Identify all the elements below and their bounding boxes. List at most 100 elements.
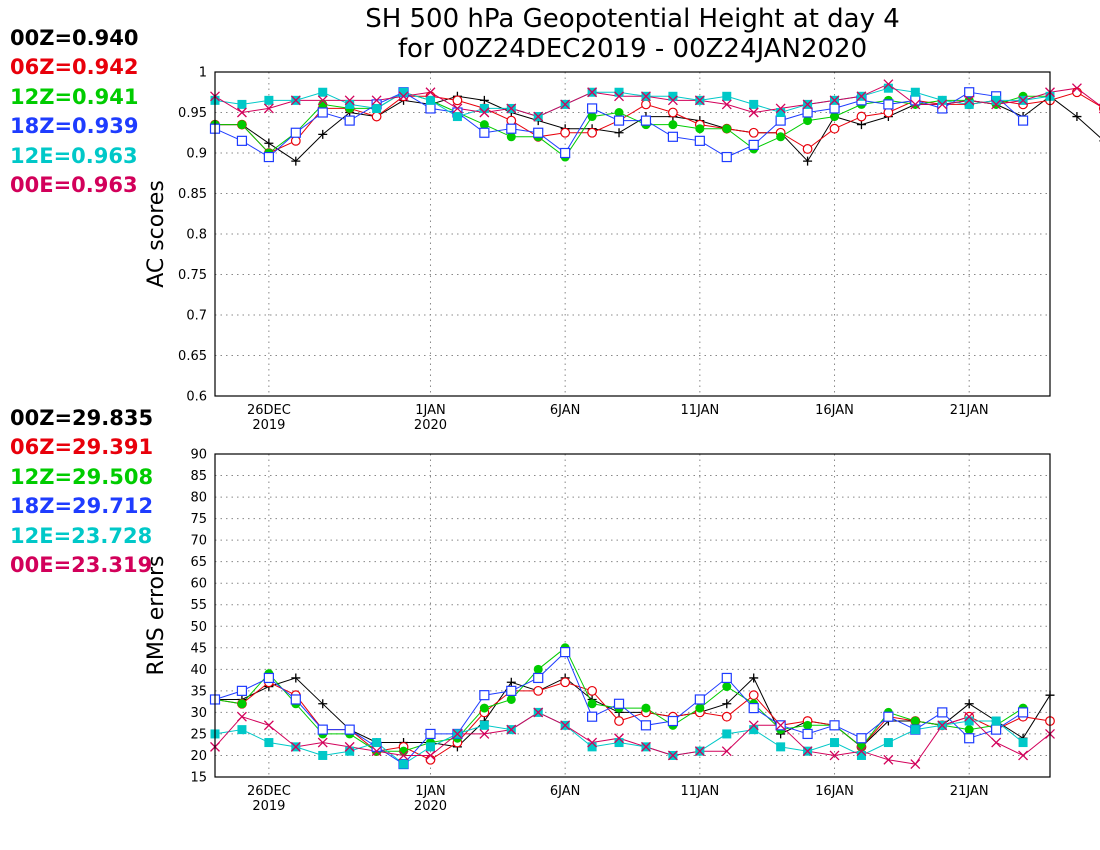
- data-point-06z: [829, 123, 840, 134]
- data-point-00e: [694, 746, 705, 757]
- data-point-00e: [775, 103, 786, 114]
- y-tick-label: 75: [190, 512, 207, 527]
- data-point-18z: [964, 87, 975, 98]
- data-point-18z: [425, 728, 436, 740]
- data-point-00z: [318, 129, 328, 139]
- data-point-18z: [667, 715, 679, 727]
- data-point-00z: [291, 156, 301, 166]
- legend-entry-12z: 12Z=0.941: [10, 84, 139, 109]
- data-point-12e: [830, 738, 840, 748]
- x-tick-label: 21JAN: [950, 784, 989, 799]
- data-point-18z: [560, 147, 571, 159]
- data-point-18z: [560, 647, 571, 658]
- data-point-00e: [452, 103, 463, 114]
- data-point-00e: [748, 720, 759, 731]
- x-tick-label: 26DEC: [247, 784, 291, 799]
- legend-entry-18z: 18Z=0.939: [10, 114, 139, 139]
- data-point-18z: [640, 115, 652, 126]
- data-point-18z: [533, 127, 544, 138]
- data-point-12e: [318, 87, 328, 97]
- legend-entry-12e: 12E=23.728: [10, 523, 153, 548]
- data-point-00z: [722, 699, 732, 709]
- data-point-12z: [587, 112, 597, 122]
- x-tick-label: 11JAN: [680, 403, 719, 418]
- data-point-12z: [856, 742, 866, 752]
- data-point-06z: [560, 127, 571, 138]
- data-point-18z: [775, 115, 786, 126]
- x-tick-label: 26DEC: [247, 403, 291, 418]
- data-point-12z: [479, 703, 489, 713]
- y-tick-label: 55: [190, 598, 207, 613]
- data-point-12z: [803, 116, 813, 126]
- data-point-18z: [694, 694, 705, 705]
- legend-entry-00z: 00Z=29.835: [10, 406, 154, 430]
- data-point-12e: [399, 87, 409, 97]
- data-point-12e: [479, 720, 489, 730]
- chart-title-line-2: for 00Z24DEC2019 - 00Z24JAN2020: [397, 34, 868, 64]
- data-point-00z: [291, 673, 301, 683]
- data-point-12e: [776, 742, 786, 752]
- data-point-00z: [479, 95, 489, 105]
- data-point-12z: [399, 746, 409, 756]
- data-point-06z: [425, 754, 436, 765]
- legend-entry-00e: 00E=0.963: [10, 173, 138, 198]
- data-point-18z: [1017, 707, 1029, 718]
- data-point-12e: [776, 108, 786, 117]
- data-point-00e: [694, 95, 705, 106]
- y-tick-label: 50: [190, 620, 207, 635]
- data-point-12z: [964, 725, 974, 735]
- data-point-12e: [722, 729, 732, 739]
- legend-entry-00e: 00E=23.319: [10, 553, 153, 578]
- data-point-06z: [802, 144, 813, 154]
- data-point-00e: [560, 99, 571, 110]
- y-tick-label: 0.95: [178, 106, 207, 121]
- data-point-00e: [317, 737, 328, 748]
- data-point-00e: [829, 750, 840, 761]
- data-point-18z: [290, 694, 301, 705]
- data-point-12z: [506, 694, 516, 704]
- data-point-12e: [964, 99, 974, 109]
- data-point-00z: [803, 156, 813, 166]
- data-point-06z: [560, 677, 571, 688]
- data-point-00e: [964, 95, 975, 106]
- x-tick-sublabel: 2019: [252, 418, 285, 433]
- data-point-00e: [479, 107, 490, 118]
- y-tick-label: 45: [190, 641, 207, 656]
- data-point-18z: [883, 711, 894, 722]
- data-point-00e: [829, 95, 840, 106]
- data-point-00e: [964, 711, 975, 722]
- y-tick-label: 1: [199, 66, 207, 81]
- data-point-12z: [695, 124, 705, 134]
- data-point-18z: [883, 99, 894, 110]
- data-point-00e: [937, 99, 948, 110]
- data-point-00e: [371, 746, 382, 757]
- y-axis-label: AC scores: [144, 180, 169, 288]
- data-point-12e: [614, 738, 624, 748]
- data-point-12e: [425, 742, 435, 752]
- y-axis-label: RMS errors: [144, 556, 169, 676]
- data-point-18z: [964, 733, 975, 744]
- data-point-06z: [748, 127, 759, 138]
- data-point-00z: [614, 128, 624, 138]
- data-point-12e: [1018, 738, 1028, 748]
- data-point-00e: [371, 95, 382, 106]
- data-point-00z: [964, 699, 974, 709]
- y-tick-label: 0.85: [178, 187, 207, 202]
- y-tick-label: 0.65: [178, 349, 207, 364]
- series-line-12e: [214, 87, 1051, 118]
- x-tick-label: 21JAN: [950, 403, 989, 418]
- data-point-00e: [506, 724, 517, 735]
- data-point-00e: [290, 95, 301, 106]
- data-point-18z: [317, 724, 328, 735]
- data-point-18z: [640, 720, 652, 731]
- y-tick-label: 25: [190, 727, 207, 742]
- data-point-18z: [802, 728, 813, 740]
- data-point-00e: [937, 720, 948, 731]
- data-point-12e: [883, 83, 893, 93]
- data-point-00e: [775, 720, 786, 731]
- data-point-00e: [802, 99, 813, 110]
- data-point-12e: [372, 103, 382, 113]
- data-point-00e: [452, 728, 463, 739]
- data-point-12e: [749, 725, 759, 735]
